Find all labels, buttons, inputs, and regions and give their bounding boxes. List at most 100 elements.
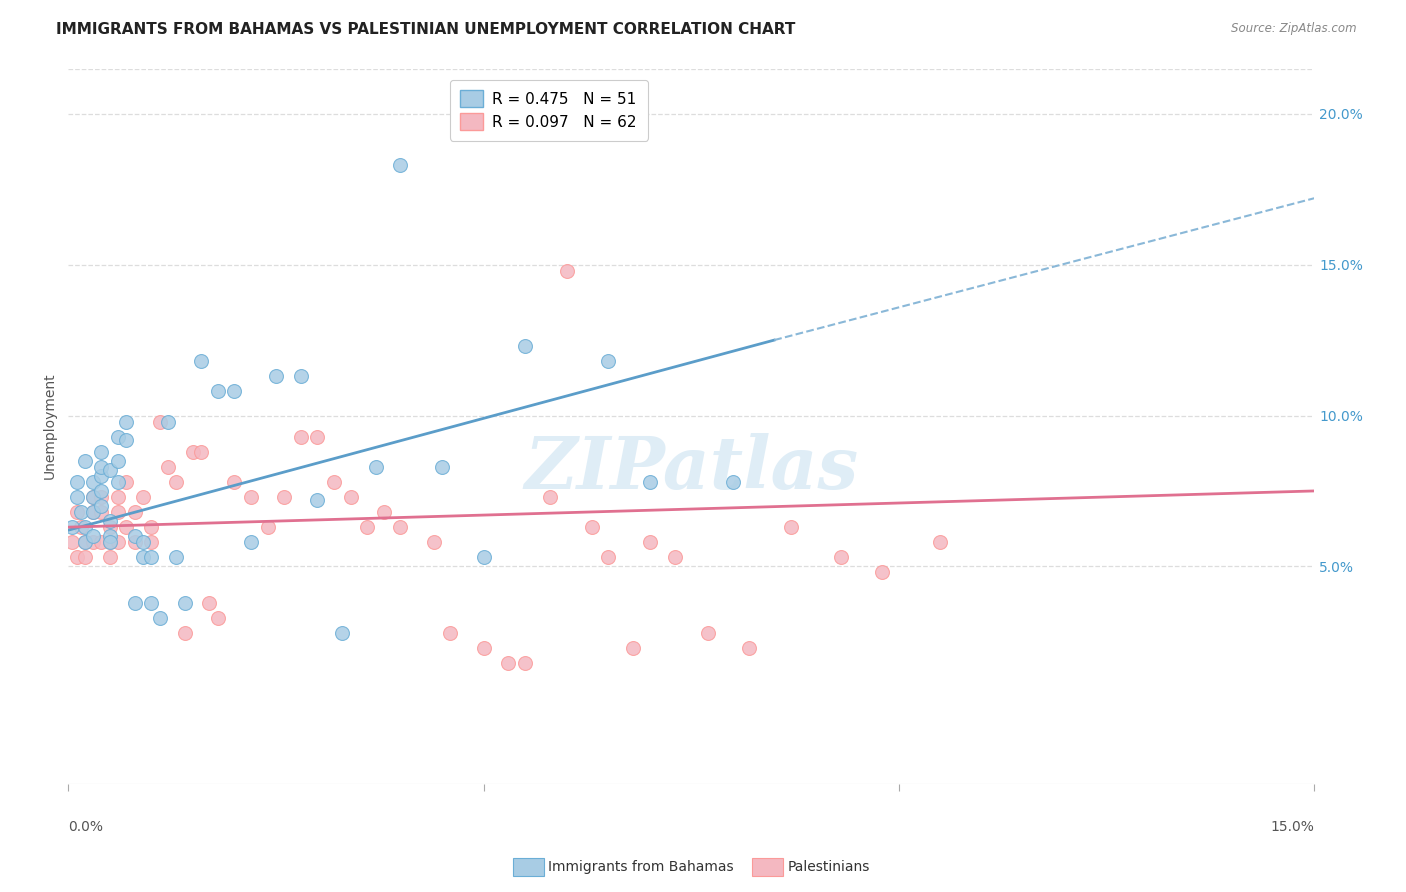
Point	[73, 535, 96, 549]
Point	[664, 550, 686, 565]
Point	[141, 535, 163, 549]
Point	[870, 566, 893, 580]
Point	[638, 475, 661, 489]
Point	[581, 520, 603, 534]
Point	[98, 535, 121, 549]
Point	[141, 596, 163, 610]
Text: Source: ZipAtlas.com: Source: ZipAtlas.com	[1232, 22, 1357, 36]
Point	[82, 505, 104, 519]
Point	[224, 475, 246, 489]
Point	[389, 158, 412, 172]
Point	[69, 520, 91, 534]
Point	[73, 454, 96, 468]
Legend: R = 0.475   N = 51, R = 0.097   N = 62: R = 0.475 N = 51, R = 0.097 N = 62	[450, 79, 648, 141]
Point	[82, 490, 104, 504]
Point	[98, 529, 121, 543]
Point	[98, 520, 121, 534]
Point	[115, 520, 138, 534]
Point	[124, 505, 146, 519]
Point	[82, 529, 104, 543]
Point	[555, 263, 578, 277]
Point	[290, 429, 312, 443]
Point	[149, 415, 172, 429]
Point	[696, 625, 718, 640]
Point	[389, 520, 412, 534]
Point	[156, 415, 179, 429]
Point	[73, 520, 96, 534]
Point	[141, 520, 163, 534]
Point	[323, 475, 346, 489]
Point	[273, 490, 295, 504]
Text: 0.0%: 0.0%	[69, 820, 103, 834]
Point	[207, 384, 229, 399]
Point	[107, 505, 129, 519]
Point	[132, 535, 155, 549]
Point	[82, 505, 104, 519]
Point	[115, 415, 138, 429]
Point	[115, 475, 138, 489]
Point	[621, 640, 644, 655]
Text: Immigrants from Bahamas: Immigrants from Bahamas	[548, 860, 734, 874]
Point	[90, 535, 112, 549]
Point	[115, 433, 138, 447]
Text: Palestinians: Palestinians	[787, 860, 870, 874]
Point	[82, 475, 104, 489]
Text: ZIPatlas: ZIPatlas	[524, 434, 858, 505]
Point	[65, 490, 87, 504]
Point	[60, 520, 83, 534]
Point	[124, 596, 146, 610]
Point	[165, 475, 187, 489]
Point	[90, 499, 112, 513]
Point	[149, 610, 172, 624]
Point	[90, 444, 112, 458]
Point	[69, 505, 91, 519]
Point	[198, 596, 221, 610]
Point	[373, 505, 395, 519]
Point	[439, 625, 461, 640]
Point	[779, 520, 801, 534]
Point	[107, 490, 129, 504]
Point	[472, 550, 495, 565]
Point	[422, 535, 444, 549]
Point	[73, 535, 96, 549]
Point	[90, 490, 112, 504]
Point	[598, 550, 620, 565]
Point	[307, 493, 329, 508]
Text: 15.0%: 15.0%	[1270, 820, 1315, 834]
Point	[181, 444, 204, 458]
Point	[190, 354, 212, 368]
Point	[107, 454, 129, 468]
Point	[339, 490, 361, 504]
Point	[107, 429, 129, 443]
Point	[538, 490, 561, 504]
Text: IMMIGRANTS FROM BAHAMAS VS PALESTINIAN UNEMPLOYMENT CORRELATION CHART: IMMIGRANTS FROM BAHAMAS VS PALESTINIAN U…	[56, 22, 796, 37]
Point	[638, 535, 661, 549]
Point	[738, 640, 761, 655]
Point	[472, 640, 495, 655]
Y-axis label: Unemployment: Unemployment	[44, 373, 58, 479]
Point	[290, 369, 312, 384]
Point	[364, 459, 387, 474]
Point	[90, 459, 112, 474]
Point	[124, 535, 146, 549]
Point	[65, 475, 87, 489]
Point	[98, 514, 121, 528]
Point	[132, 550, 155, 565]
Point	[830, 550, 852, 565]
Point	[239, 535, 262, 549]
Point	[356, 520, 378, 534]
Point	[239, 490, 262, 504]
Point	[330, 625, 353, 640]
Point	[430, 459, 453, 474]
Point	[90, 505, 112, 519]
Point	[307, 429, 329, 443]
Point	[60, 535, 83, 549]
Point	[513, 656, 536, 670]
Point	[721, 475, 744, 489]
Point	[82, 535, 104, 549]
Point	[98, 535, 121, 549]
Point	[165, 550, 187, 565]
Point	[498, 656, 520, 670]
Point	[65, 505, 87, 519]
Point	[173, 625, 195, 640]
